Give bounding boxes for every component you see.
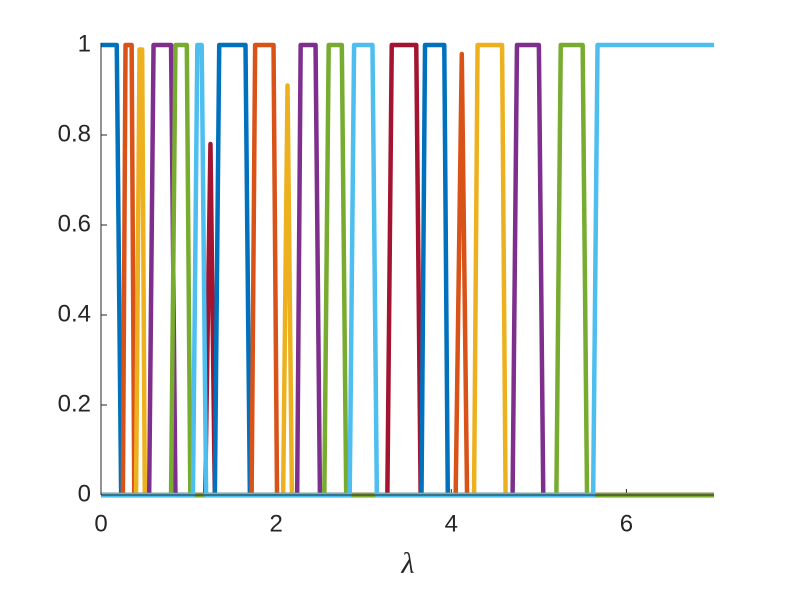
y-tick-label: 0.6 [58, 210, 91, 237]
series-line [101, 42, 714, 498]
y-tick-label: 1 [78, 30, 91, 57]
y-tick-label: 0.8 [58, 120, 91, 147]
x-tick-label: 0 [94, 510, 107, 537]
x-tick-label: 4 [445, 510, 458, 537]
x-tick-label: 2 [269, 510, 282, 537]
y-tick-label: 0.2 [58, 390, 91, 417]
series-line [101, 42, 714, 498]
x-axis-label: λ [401, 547, 415, 580]
series-line [101, 42, 714, 498]
x-tick-label: 6 [620, 510, 633, 537]
y-tick-label: 0.4 [58, 300, 91, 327]
series-line [101, 42, 714, 498]
series-line [101, 42, 714, 498]
series-line [101, 42, 714, 498]
y-tick-label: 0 [78, 480, 91, 507]
